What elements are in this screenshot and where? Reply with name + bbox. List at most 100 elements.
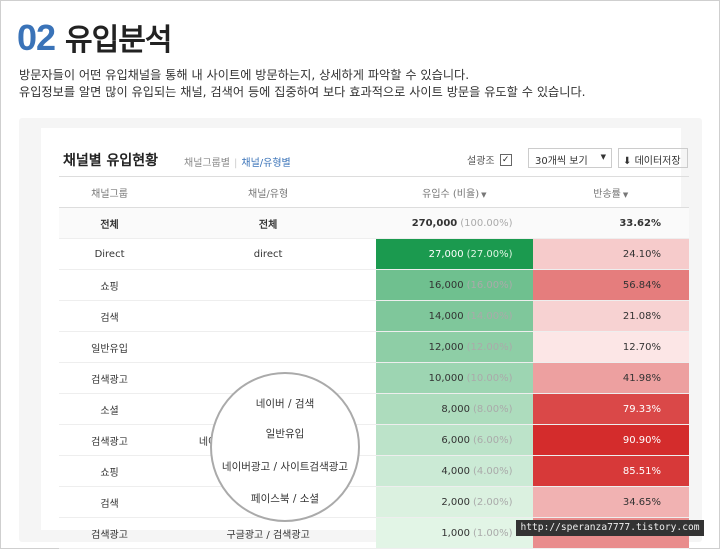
cell-channel-type: direct: [160, 238, 377, 270]
circle-label: 네이버광고 / 사이트검색광고: [221, 461, 349, 473]
circle-label: 네이버 / 검색: [255, 398, 315, 410]
cell-bounce-rate: 12.70%: [532, 331, 689, 363]
inflow-percent: (14.00%): [466, 310, 513, 322]
table-row: 검색광고네이버광고 / 클릭초이스상품광고6,000(6.00%)90.90%: [59, 424, 689, 456]
description-line-1: 방문자들이 어떤 유입채널을 통해 내 사이트에 방문하는지, 상세하게 파악할…: [19, 68, 470, 82]
cell-inflow: 8,000 (8.00%): [376, 393, 533, 425]
header-channel-group: 채널그룹: [59, 176, 161, 208]
rows-per-page-value: 30개씩 보기: [535, 156, 588, 167]
inflow-count: 8,000: [441, 403, 470, 415]
cell-bounce-rate: 56.84%: [532, 269, 689, 301]
inflow-percent: (2.00%): [472, 496, 513, 508]
table-row: 쇼핑네이버쇼핑 / 검색4,000(4.00%)85.51%: [59, 455, 689, 487]
cell-bounce-rate: 34.65%: [532, 486, 689, 518]
cell-channel-group: 검색: [59, 486, 161, 518]
sort-down-icon: ▼: [622, 190, 629, 199]
cell-channel-group: 일반유입: [59, 331, 161, 363]
inflow-count: 10,000: [428, 372, 464, 384]
section-heading: 02 유입분석: [17, 15, 172, 59]
inflow-percent: (1.00%): [472, 527, 513, 539]
cell-inflow: 1,000 (1.00%): [376, 517, 533, 549]
screenshot-panel: 채널별 유입현황 채널그룹별 | 채널/유형별 설광조 ✓ 30개씩 보기 ▼ ⬇ …: [19, 118, 702, 549]
inflow-count: 270,000: [411, 217, 458, 229]
header-bounce-label: 반송률: [593, 188, 621, 200]
header-inflow-label: 유입수 (비율): [422, 188, 480, 200]
cell-channel-group: 쇼핑: [59, 455, 161, 487]
cell-channel-type: 일반유입: [160, 300, 377, 332]
cell-channel-group: 소셜: [59, 393, 161, 425]
inflow-count: 12,000: [428, 341, 464, 353]
channel-table: 채널그룹 채널/유형 유입수 (비율) ▼ 반송률 ▼ 전체 전체 270,000 (10…: [59, 176, 689, 549]
cell-inflow: 2,000 (2.00%): [376, 486, 533, 518]
cell-channel-group: 검색광고: [59, 424, 161, 456]
highlight-checkbox[interactable]: ✓: [499, 153, 512, 166]
cell-channel-type: 전체: [160, 207, 377, 239]
cell-bounce-rate: 33.62%: [532, 207, 689, 239]
inflow-percent: (27.00%): [466, 248, 513, 260]
cell-channel-group: 전체: [59, 207, 161, 239]
rows-per-page-select[interactable]: 30개씩 보기 ▼: [528, 148, 612, 168]
inflow-percent: (12.00%): [466, 341, 513, 353]
cell-channel-group: 검색: [59, 300, 161, 332]
section-description: 방문자들이 어떤 유입채널을 통해 내 사이트에 방문하는지, 상세하게 파악할…: [19, 67, 586, 101]
inflow-count: 27,000: [428, 248, 464, 260]
inflow-percent: (8.00%): [472, 403, 513, 415]
circle-label: 일반유입: [265, 428, 305, 440]
cell-channel-type: 구글광고 / 검색광고: [160, 517, 377, 549]
card-title: 채널별 유입현황: [63, 153, 159, 169]
inflow-count: 6,000: [441, 434, 470, 446]
inflow-percent: (10.00%): [466, 372, 513, 384]
highlight-circle: 네이버 / 검색 일반유입 네이버광고 / 사이트검색광고 페이스북 / 소셜: [210, 372, 360, 522]
inflow-count: 1,000: [441, 527, 470, 539]
highlight-toggle[interactable]: 설광조 ✓: [467, 152, 512, 167]
inflow-percent: (100.00%): [460, 217, 513, 229]
table-body: 전체 전체 270,000 (100.00%) 33.62% Direct direct 27…: [59, 207, 689, 549]
table-header-row: 채널그룹 채널/유형 유입수 (비율) ▼ 반송률 ▼: [59, 176, 689, 208]
cell-channel-type: 네이버 / 검색: [160, 269, 377, 301]
header-channel-type: 채널/유형: [160, 176, 377, 208]
section-title: 유입분석: [65, 23, 172, 58]
cell-inflow: 10,000 (10.00%): [376, 362, 533, 394]
cell-inflow: 12,000 (12.00%): [376, 331, 533, 363]
cell-bounce-rate: 79.33%: [532, 393, 689, 425]
cell-inflow: 6,000 (6.00%): [376, 424, 533, 456]
cell-inflow: 16,000 (16.00%): [376, 269, 533, 301]
tab-channel-group[interactable]: 채널그룹별: [184, 158, 230, 169]
cell-channel-type: 네이버광고 / 사이트검색광고: [160, 331, 377, 363]
cell-channel-group: 검색광고: [59, 517, 161, 549]
header-inflow[interactable]: 유입수 (비율) ▼: [376, 176, 533, 208]
inflow-count: 16,000: [428, 279, 464, 291]
sort-down-icon: ▼: [481, 190, 487, 199]
table-row: 검색일반유입14,000(14.00%)21.08%: [59, 300, 689, 332]
inflow-percent: (6.00%): [472, 434, 513, 446]
cell-inflow: 14,000 (14.00%): [376, 300, 533, 332]
inflow-percent: (4.00%): [472, 465, 513, 477]
cell-channel-group: Direct: [59, 238, 161, 270]
table-row: Direct direct 27,000 (27.00%) 24.10%: [59, 238, 689, 270]
tab-separator: |: [234, 158, 238, 169]
cell-bounce-rate: 41.98%: [532, 362, 689, 394]
save-data-button[interactable]: ⬇ 데이터저장: [618, 148, 688, 168]
section-number: 02: [17, 17, 56, 58]
inflow-percent: (16.00%): [466, 279, 513, 291]
cell-inflow: 27,000 (27.00%): [376, 238, 533, 270]
table-row: 소셜 8,000 (8.00%) 79.33%: [59, 393, 689, 425]
cell-bounce-rate: 90.90%: [532, 424, 689, 456]
cell-bounce-rate: 24.10%: [532, 238, 689, 270]
tab-channel-type[interactable]: 채널/유형별: [241, 158, 291, 169]
highlight-label: 설광조: [467, 156, 495, 167]
header-bounce[interactable]: 반송률 ▼: [532, 176, 689, 208]
cell-bounce-rate: 21.08%: [532, 300, 689, 332]
cell-channel-group: 검색광고: [59, 362, 161, 394]
view-tabs: 채널그룹별 | 채널/유형별: [184, 154, 291, 169]
cell-bounce-rate: 85.51%: [532, 455, 689, 487]
description-line-2: 유입정보를 알면 많이 유입되는 채널, 검색어 등에 집중하여 보다 효과적으…: [19, 85, 586, 99]
cell-inflow: 270,000 (100.00%): [376, 207, 533, 239]
channel-inflow-card: 채널별 유입현황 채널그룹별 | 채널/유형별 설광조 ✓ 30개씩 보기 ▼ ⬇ …: [41, 128, 689, 549]
inflow-count: 4,000: [441, 465, 470, 477]
cell-channel-group: 쇼핑: [59, 269, 161, 301]
save-data-label: 데이터저장: [634, 156, 681, 167]
watermark: http://speranza7777.tistory.com: [516, 520, 704, 536]
download-icon: ⬇: [623, 156, 632, 167]
